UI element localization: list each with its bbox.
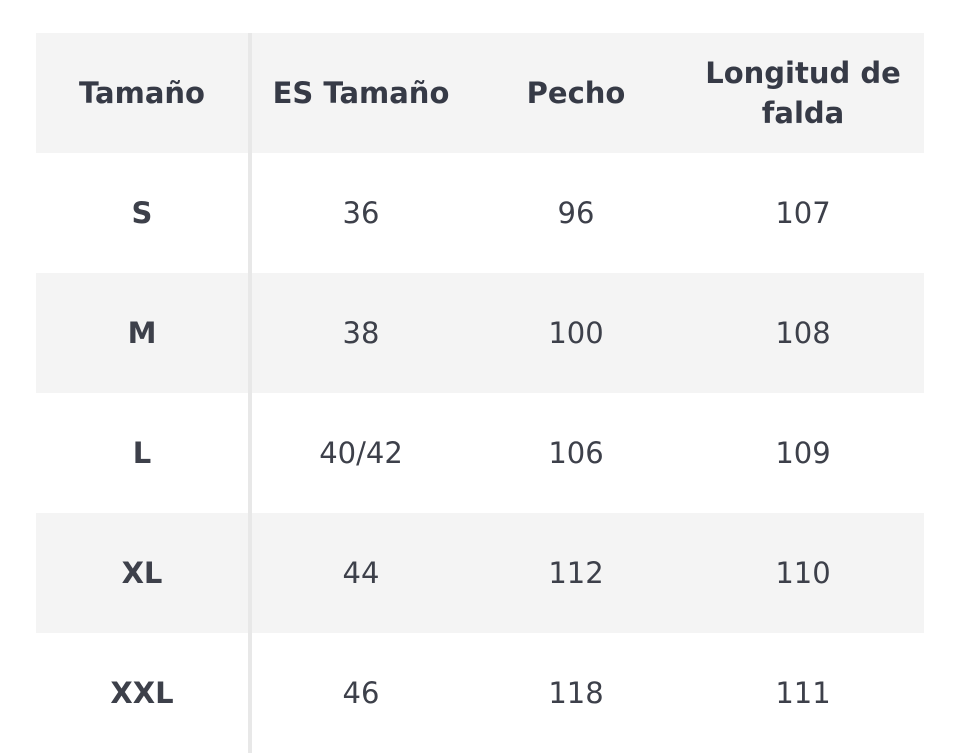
table-row: M 38 100 108	[36, 273, 924, 393]
header-chest: Pecho	[526, 76, 626, 110]
cell-size: S	[36, 153, 252, 273]
cell-skirt-length: 109	[775, 436, 831, 470]
cell-es-size: 46	[342, 676, 380, 710]
cell-skirt-length: 108	[775, 316, 831, 350]
cell-es-size: 36	[342, 196, 380, 230]
table-row: XXL 46 118 111	[36, 633, 924, 753]
header-skirt-length: Longitud de falda	[705, 56, 901, 130]
table-row: XL 44 112 110	[36, 513, 924, 633]
header-es-size: ES Tamaño	[272, 76, 450, 110]
cell-chest: 100	[548, 316, 604, 350]
cell-skirt-length: 107	[775, 196, 831, 230]
cell-es-size: 40/42	[319, 436, 403, 470]
cell-es-size: 44	[342, 556, 380, 590]
cell-size: XXL	[36, 633, 252, 753]
size-table: Tamaño ES Tamaño Pecho Longitud de falda…	[36, 33, 924, 753]
cell-size: XL	[36, 513, 252, 633]
cell-chest: 118	[548, 676, 604, 710]
cell-chest: 106	[548, 436, 604, 470]
table-row: L 40/42 106 109	[36, 393, 924, 513]
cell-skirt-length: 110	[775, 556, 831, 590]
cell-skirt-length: 111	[775, 676, 831, 710]
cell-es-size: 38	[342, 316, 380, 350]
cell-chest: 112	[548, 556, 604, 590]
cell-size: L	[36, 393, 252, 513]
cell-size: M	[36, 273, 252, 393]
header-size: Tamaño	[36, 33, 252, 153]
cell-chest: 96	[557, 196, 595, 230]
header-row: Tamaño ES Tamaño Pecho Longitud de falda	[36, 33, 924, 153]
table-row: S 36 96 107	[36, 153, 924, 273]
